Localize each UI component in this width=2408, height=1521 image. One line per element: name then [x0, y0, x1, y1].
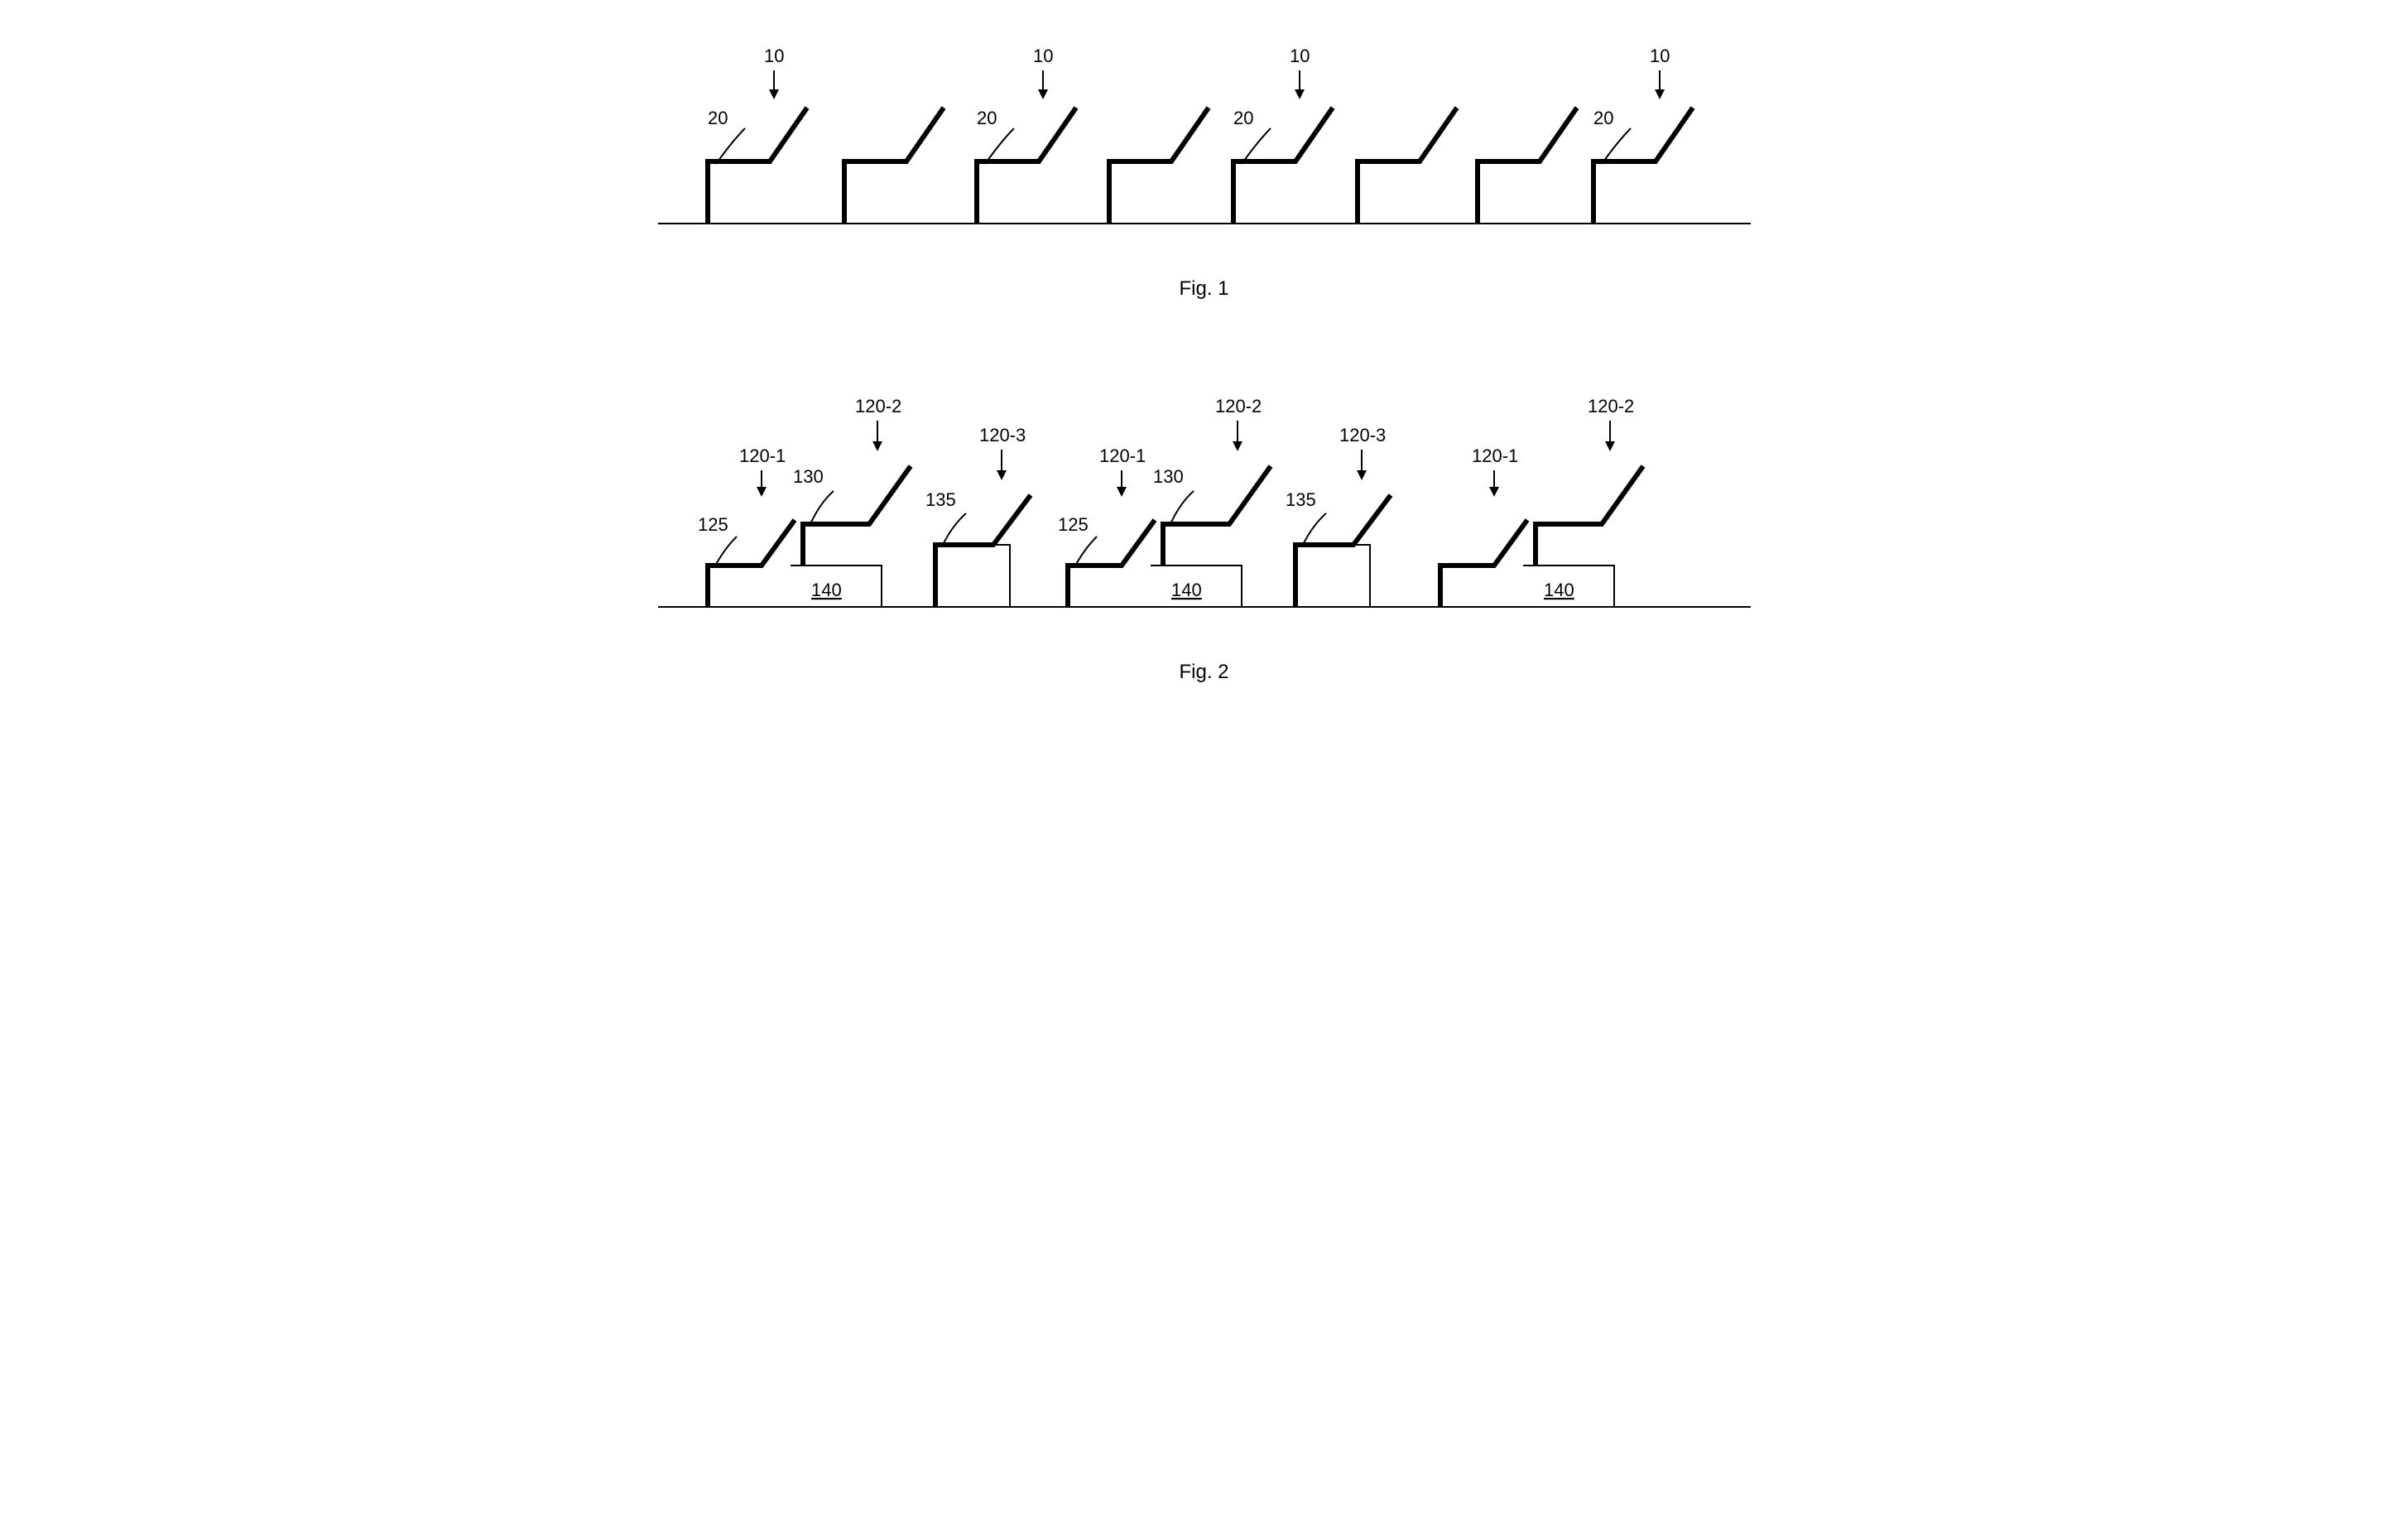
seat-1: [844, 108, 944, 224]
lead-line: [716, 128, 745, 164]
group-1-base-mid: [1294, 545, 1370, 607]
lead-label: 125: [1058, 514, 1089, 535]
arrow-head-icon: [1489, 487, 1499, 497]
figure-1: 10 10 10 10 20 20 20 20 Fig. 1: [625, 33, 1784, 301]
figure-2-caption: Fig. 2: [625, 661, 1784, 684]
lead-line: [714, 537, 737, 567]
group-2-low-seat: [1440, 520, 1527, 607]
arrow-label: 120-3: [979, 425, 1026, 445]
group-2-high-seat: [1536, 466, 1643, 566]
arrow-label: 120-3: [1339, 425, 1386, 445]
lead-label: 20: [1233, 108, 1253, 128]
lead-label: 20: [977, 108, 997, 128]
label-140: 140: [811, 580, 842, 600]
arrow-label: 120-2: [1588, 396, 1634, 416]
arrow-head-icon: [1655, 89, 1665, 99]
lead-line: [1302, 513, 1326, 546]
lead-line: [1170, 491, 1194, 526]
lead-line: [1242, 128, 1271, 164]
figure-1-svg: 10 10 10 10 20 20 20 20: [625, 33, 1784, 265]
arrow-head-icon: [1117, 487, 1127, 497]
arrow-label: 10: [1650, 46, 1670, 66]
lead-line: [942, 513, 966, 546]
lead-label: 130: [793, 466, 824, 487]
arrow-head-icon: [1357, 470, 1367, 480]
group-1-mid-seat: [1295, 495, 1391, 607]
lead-line: [1602, 128, 1631, 164]
seat-6: [1478, 108, 1577, 224]
group-0-mid-seat: [935, 495, 1031, 607]
arrow-label: 120-2: [1215, 396, 1262, 416]
seat-5: [1358, 108, 1457, 224]
lead-line: [985, 128, 1014, 164]
seat-3: [1109, 108, 1209, 224]
group-0-base-mid: [934, 545, 1010, 607]
arrow-head-icon: [1295, 89, 1305, 99]
arrow-head-icon: [1233, 441, 1242, 451]
figure-2-svg: 140 140 140 120-1 120-2 120-3 120-1 120-2 120-3 1…: [625, 350, 1784, 648]
arrow-label: 120-1: [739, 445, 786, 466]
arrow-head-icon: [1605, 441, 1615, 451]
lead-label: 20: [708, 108, 728, 128]
arrow-label: 10: [1033, 46, 1053, 66]
lead-label: 20: [1593, 108, 1613, 128]
arrow-label: 120-1: [1099, 445, 1146, 466]
arrow-head-icon: [872, 441, 882, 451]
lead-label: 130: [1153, 466, 1184, 487]
lead-line: [1074, 537, 1097, 567]
arrow-head-icon: [757, 487, 767, 497]
label-140: 140: [1171, 580, 1202, 600]
figure-2: 140 140 140 120-1 120-2 120-3 120-1 120-2 120-3 1…: [625, 350, 1784, 684]
arrow-label: 120-2: [855, 396, 901, 416]
lead-label: 135: [925, 489, 956, 510]
label-140: 140: [1544, 580, 1574, 600]
arrow-label: 10: [764, 46, 784, 66]
figure-1-caption: Fig. 1: [625, 277, 1784, 301]
lead-line: [810, 491, 834, 526]
arrow-label: 120-1: [1472, 445, 1518, 466]
arrow-head-icon: [1038, 89, 1048, 99]
arrow-head-icon: [997, 470, 1007, 480]
lead-label: 125: [698, 514, 728, 535]
arrow-head-icon: [769, 89, 779, 99]
arrow-label: 10: [1290, 46, 1310, 66]
lead-label: 135: [1286, 489, 1316, 510]
